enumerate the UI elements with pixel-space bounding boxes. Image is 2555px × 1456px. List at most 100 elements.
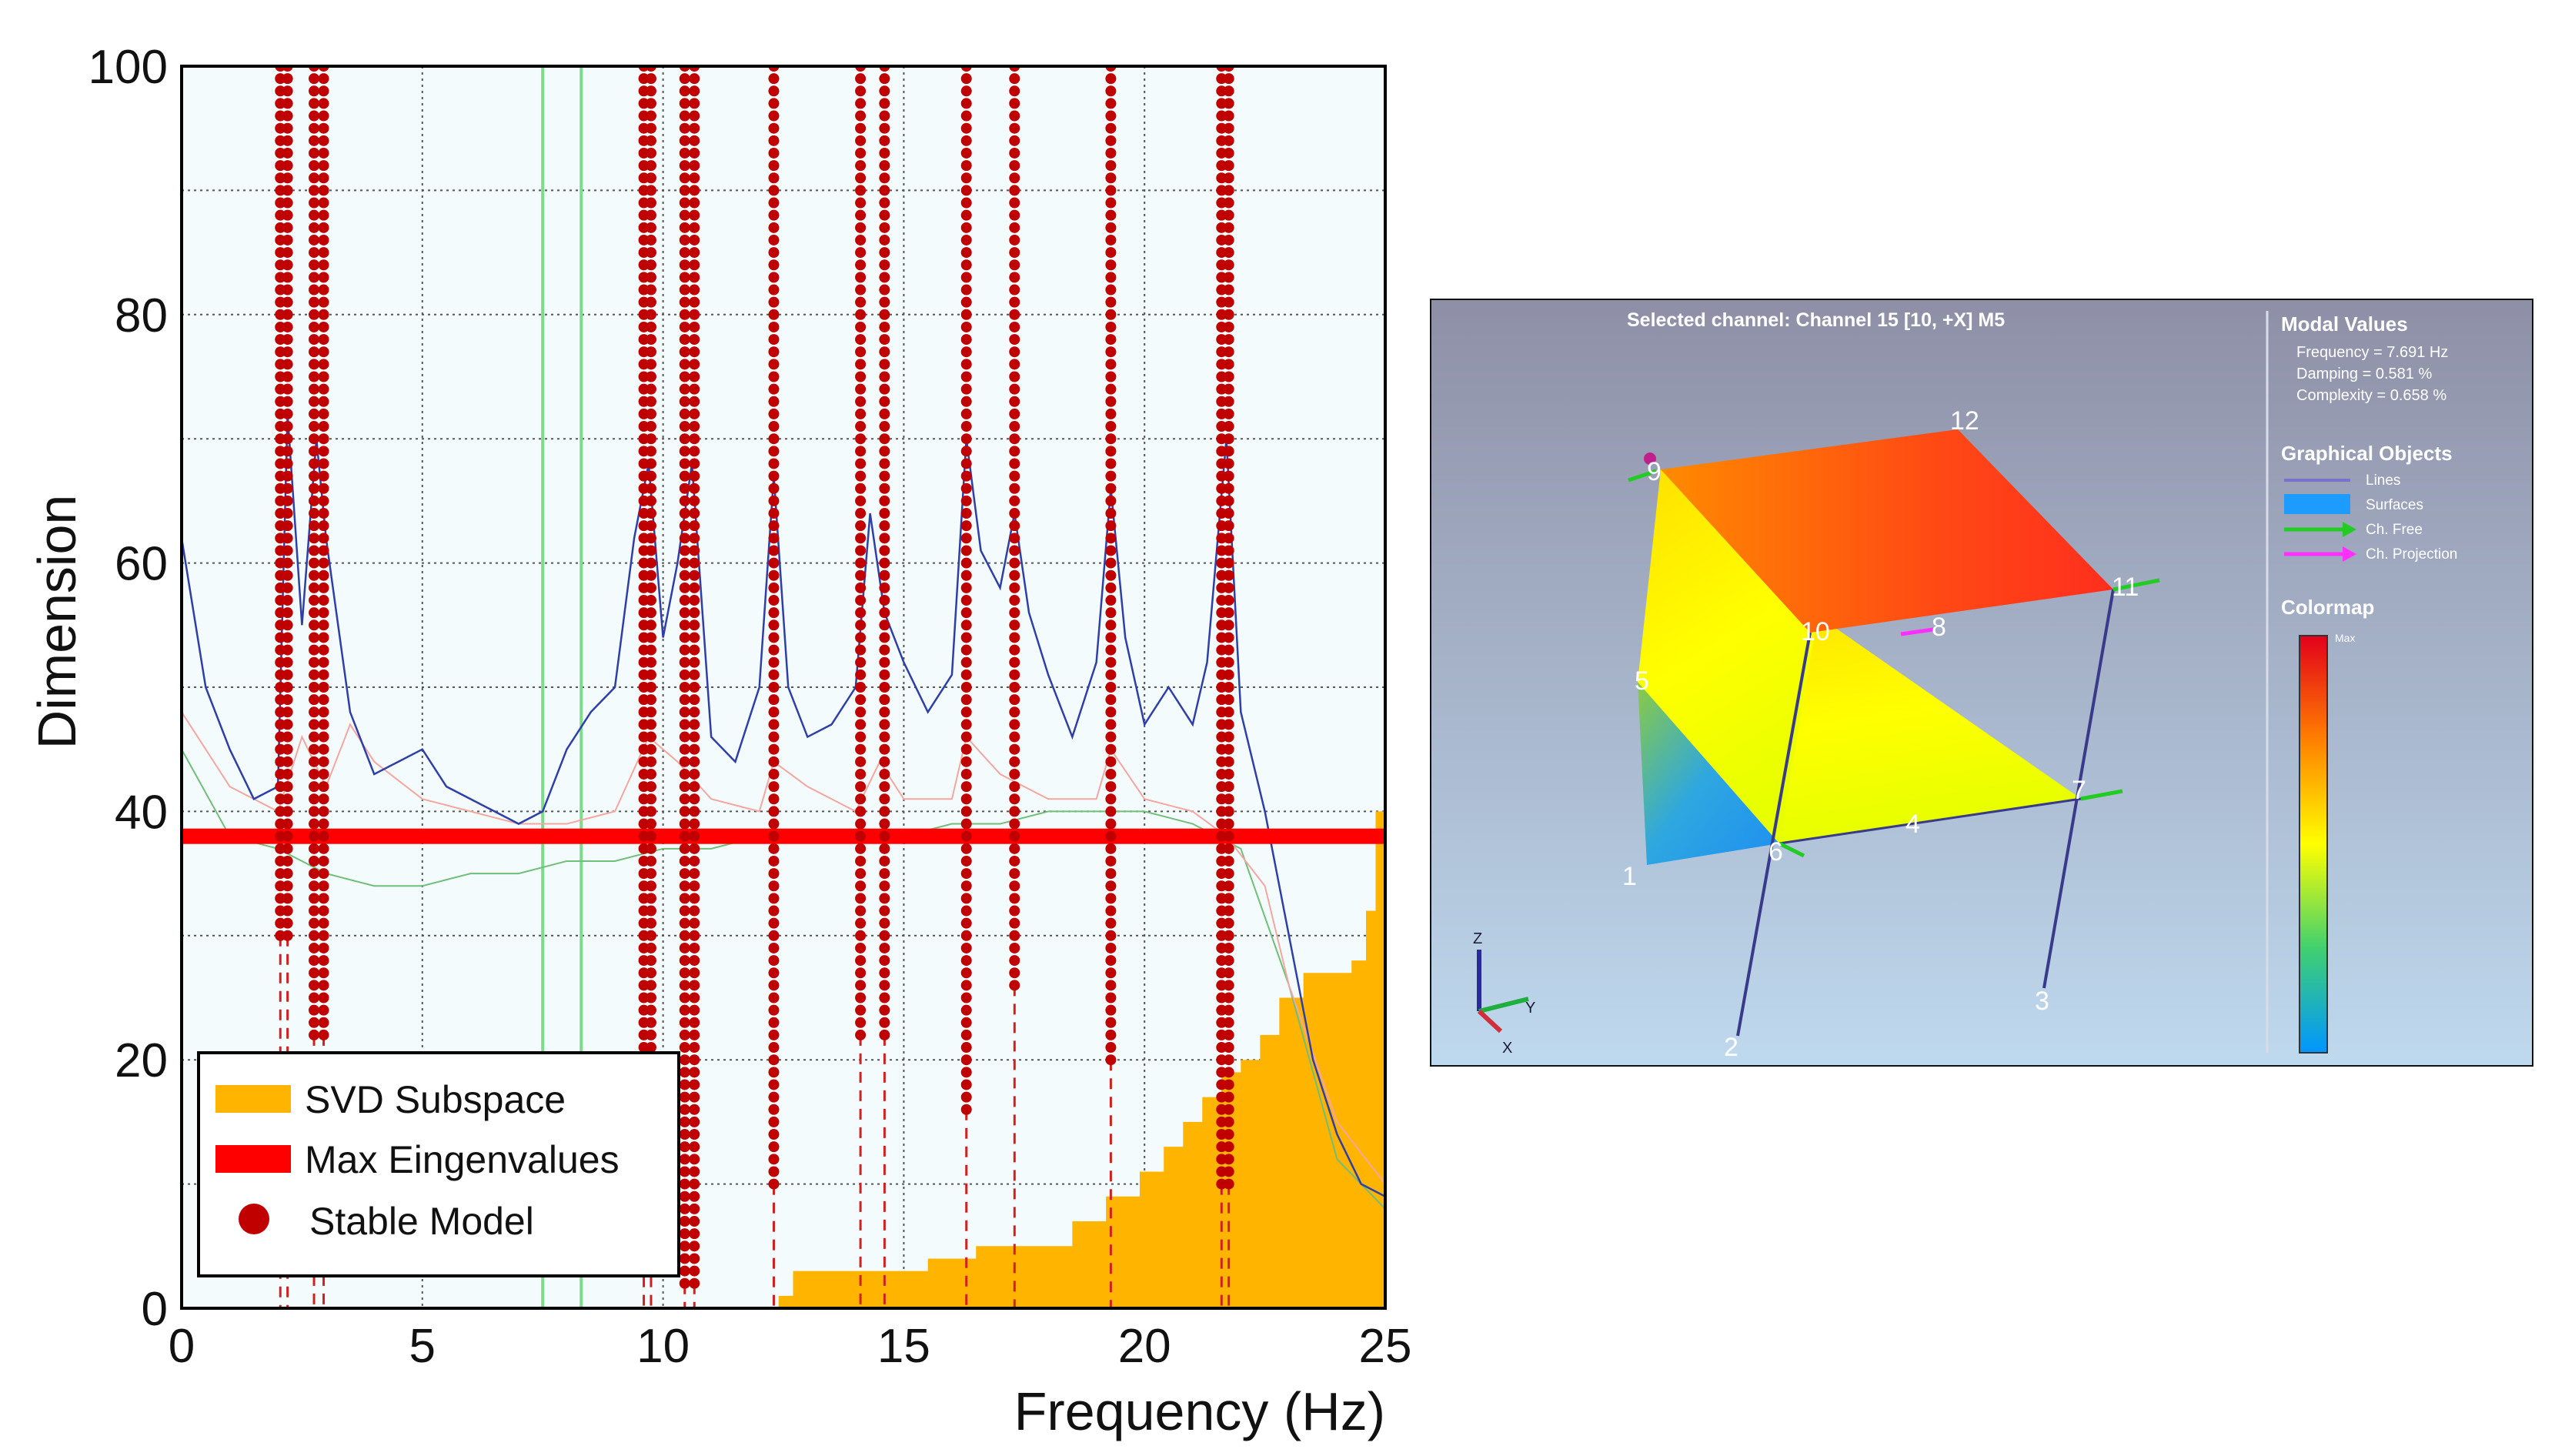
- stable-model-dot: [679, 545, 690, 556]
- stable-model-dot: [679, 408, 690, 419]
- front-wall-surface: [1638, 469, 1818, 843]
- stable-model-dot: [318, 259, 329, 271]
- stable-model-dot: [282, 868, 293, 880]
- stable-model-dot: [879, 446, 890, 457]
- stable-model-dot: [645, 98, 656, 109]
- stable-model-dot: [645, 334, 656, 346]
- stable-model-dot: [679, 582, 690, 593]
- colormap-max-label: Max: [2335, 632, 2355, 644]
- stable-model-dot: [879, 595, 890, 606]
- stable-model-dot: [960, 967, 972, 979]
- stable-model-dot: [879, 85, 890, 97]
- stable-model-dot: [282, 569, 293, 581]
- stable-model-dot: [855, 383, 867, 395]
- stable-model-dot: [768, 557, 780, 569]
- stable-model-dot: [1223, 147, 1234, 159]
- stable-model-dot: [855, 284, 867, 296]
- stable-model-dot: [1105, 247, 1117, 259]
- stable-model-dot: [1105, 569, 1117, 581]
- stable-model-dot: [1009, 582, 1020, 593]
- stable-model-dot: [318, 582, 329, 593]
- stable-model-dot: [1105, 520, 1117, 532]
- stable-model-dot: [768, 160, 780, 172]
- stable-model-dot: [1223, 197, 1234, 209]
- stable-model-dot: [879, 73, 890, 85]
- stable-model-dot: [689, 284, 700, 296]
- stable-model-dot: [879, 719, 890, 730]
- stable-model-dot: [768, 669, 780, 680]
- stable-model-dot: [1105, 533, 1117, 544]
- stable-model-dot: [679, 595, 690, 606]
- stable-model-dot: [318, 483, 329, 494]
- stable-model-dot: [689, 222, 700, 233]
- stable-model-dot: [1105, 992, 1117, 1004]
- node-label-10: 10: [1801, 617, 1830, 646]
- stable-model-dot: [1223, 85, 1234, 97]
- stable-model-dot: [960, 855, 972, 867]
- stable-model-dot: [1009, 868, 1020, 880]
- y-tick-label: 60: [115, 538, 168, 591]
- stable-model-dot: [960, 930, 972, 941]
- stable-model-dot: [855, 669, 867, 680]
- stable-model-dot: [768, 743, 780, 755]
- stable-model-dot: [879, 147, 890, 159]
- stable-model-dot: [1105, 880, 1117, 892]
- stable-model-dot: [855, 830, 867, 842]
- stable-model-dot: [689, 806, 700, 817]
- stable-model-dot: [960, 110, 972, 122]
- stable-model-dot: [645, 830, 656, 842]
- stable-model-dot: [282, 259, 293, 271]
- stable-model-dot: [309, 147, 320, 159]
- stable-model-dot: [1105, 843, 1117, 854]
- stable-model-dot: [768, 533, 780, 544]
- stable-model-dot: [282, 197, 293, 209]
- x-tick-label: 15: [877, 1320, 930, 1373]
- stable-model-dot: [879, 383, 890, 395]
- stable-model-dot: [1009, 893, 1020, 904]
- stable-model-dot: [689, 731, 700, 743]
- stable-model-dot: [679, 1116, 690, 1127]
- stable-model-dot: [645, 234, 656, 245]
- stable-model-dot: [645, 446, 656, 457]
- stable-model-dot: [1009, 408, 1020, 419]
- stable-model-dot: [1009, 334, 1020, 346]
- stable-model-dot: [768, 359, 780, 370]
- stable-model-dot: [282, 209, 293, 221]
- stable-model-dot: [855, 855, 867, 867]
- stable-model-dot: [768, 433, 780, 445]
- stable-model-dot: [1009, 955, 1020, 967]
- stable-model-dot: [282, 495, 293, 506]
- stable-model-dot: [309, 793, 320, 805]
- stable-model-dot: [689, 359, 700, 370]
- stable-model-dot: [282, 756, 293, 767]
- stable-model-dot: [768, 719, 780, 730]
- stable-model-dot: [309, 483, 320, 494]
- node-label-8: 8: [1932, 613, 1946, 642]
- stable-model-dot: [1223, 607, 1234, 619]
- stable-model-dot: [679, 147, 690, 159]
- stable-model-dot: [689, 234, 700, 245]
- stable-model-dot: [645, 855, 656, 867]
- stable-model-dot: [679, 719, 690, 730]
- stable-model-dot: [855, 309, 867, 320]
- stable-model-dot: [1223, 1029, 1234, 1040]
- structure-model: [1628, 429, 2160, 1037]
- stable-model-dot: [1009, 743, 1020, 755]
- stable-model-dot: [879, 1004, 890, 1016]
- stable-model-dot: [679, 1265, 690, 1277]
- stable-model-dot: [855, 470, 867, 482]
- stable-model-dot: [309, 656, 320, 668]
- stable-model-dot: [689, 247, 700, 259]
- stable-model-dot: [679, 383, 690, 395]
- stable-model-dot: [1105, 1042, 1117, 1054]
- stable-model-dot: [1223, 582, 1234, 593]
- stable-model-dot: [282, 595, 293, 606]
- stable-model-dot: [1105, 135, 1117, 146]
- stable-model-dot: [679, 73, 690, 85]
- stable-model-dot: [282, 632, 293, 643]
- stable-model-dot: [645, 706, 656, 718]
- stable-model-dot: [679, 421, 690, 432]
- stable-model-dot: [1105, 458, 1117, 469]
- stable-model-dot: [1223, 272, 1234, 283]
- stable-model-dot: [768, 1116, 780, 1127]
